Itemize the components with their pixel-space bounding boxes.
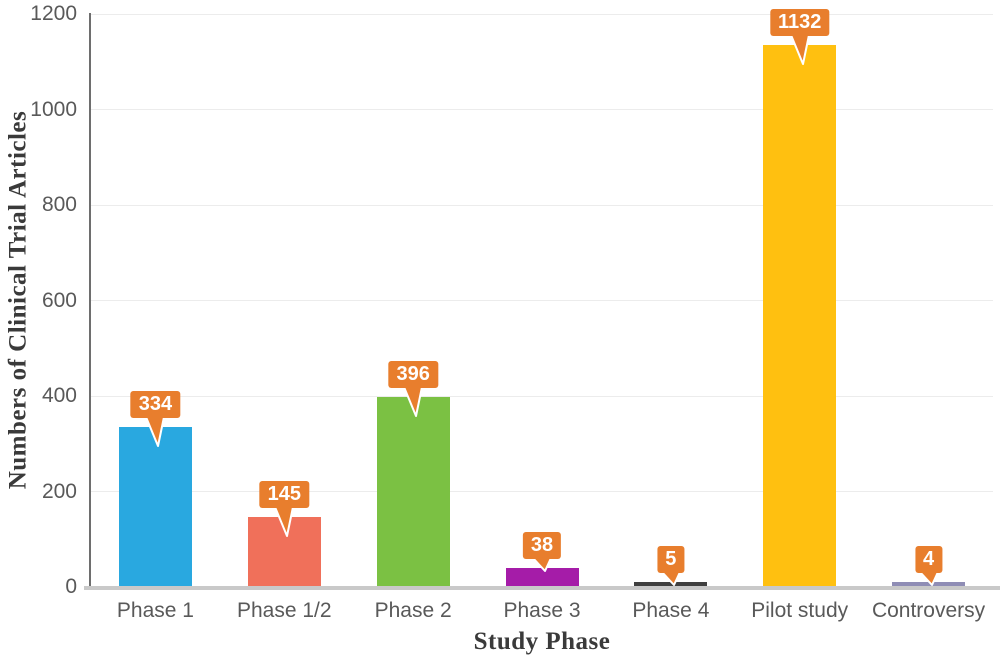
bar-controversy: [892, 582, 966, 586]
y-tick-label-200: 200: [41, 479, 77, 503]
x-tick-label-phase-1-2: Phase 1/2: [236, 599, 332, 622]
y-tick-label-800: 800: [41, 193, 77, 216]
x-tick-label-pilot-study: Pilot study: [751, 599, 849, 622]
x-axis-title: Study Phase: [473, 628, 611, 655]
y-tick-label-400: 400: [41, 384, 77, 407]
value-label: 4: [915, 546, 943, 573]
gridline-200: [91, 491, 993, 492]
value-label: 38: [522, 531, 562, 559]
gridline-800: [91, 204, 993, 206]
x-tick-label-phase-4: Phase 4: [632, 599, 710, 622]
bar-phase-1: [118, 426, 192, 586]
x-tick-label-phase-2: Phase 2: [374, 599, 452, 622]
value-label: 396: [388, 360, 438, 388]
bar-phase-4: [634, 582, 708, 586]
value-label: 5: [657, 546, 685, 573]
gridline-1200: [91, 13, 993, 15]
y-tick-label-600: 600: [41, 288, 77, 312]
bar-pilot-study: [763, 45, 837, 586]
gridline-600: [91, 300, 993, 301]
x-tick-label-phase-1: Phase 1: [116, 599, 194, 622]
x-tick-label-controversy: Controversy: [871, 599, 986, 622]
gridline-400: [91, 395, 993, 397]
x-axis-baseline: [84, 586, 1000, 590]
y-tick-label-1000: 1000: [30, 97, 77, 121]
y-axis-line: [89, 13, 91, 589]
y-tick-label-0: 0: [65, 575, 77, 598]
bar-phase-2: [376, 396, 450, 586]
value-label: 145: [259, 480, 309, 508]
bar-phase-1-2: [247, 516, 321, 586]
plot-area: 0 200 400 600 800 1000 1200 Phase 1 334 Phase 1/2…: [30, 2, 1000, 622]
y-tick-label-1200: 1200: [30, 2, 77, 25]
gridline-1000: [91, 109, 993, 110]
x-tick-label-phase-3: Phase 3: [503, 599, 581, 622]
bar-phase-3: [505, 567, 579, 586]
